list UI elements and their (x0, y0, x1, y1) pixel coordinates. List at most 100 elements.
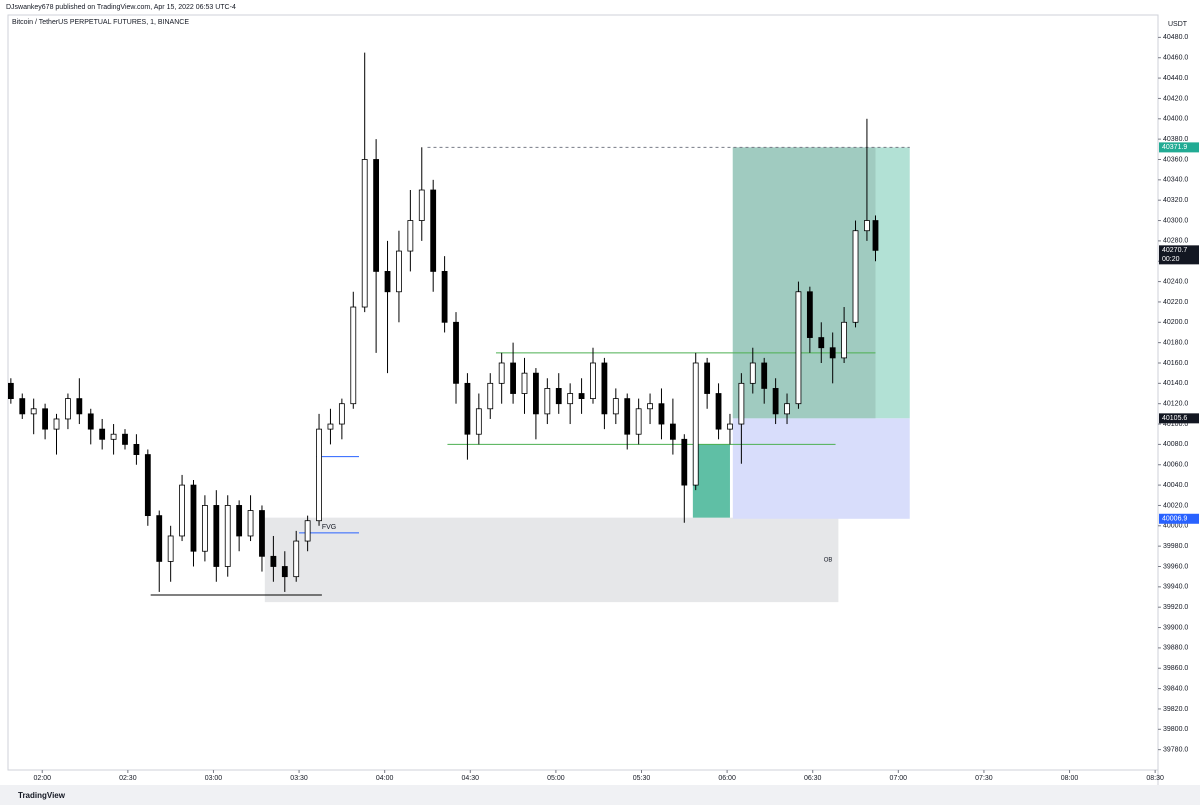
candle-body (453, 321, 459, 384)
y-tick-label: 39820.0 (1163, 706, 1188, 713)
candle-body (669, 423, 676, 440)
x-tick-label: 08:00 (1061, 775, 1079, 782)
candle-body (30, 408, 37, 415)
candle-body (624, 398, 631, 435)
candle-body (281, 566, 288, 578)
y-tick-label: 40140.0 (1163, 380, 1188, 387)
candle-body (872, 220, 879, 251)
candle-body (441, 271, 448, 323)
candle-body (704, 362, 711, 394)
candle-body (122, 433, 128, 445)
candle-body (578, 393, 585, 400)
candle-body (567, 393, 574, 405)
candle-body (430, 189, 437, 272)
candle-body (521, 372, 528, 394)
candle-body (133, 443, 140, 455)
candle-body (818, 337, 825, 349)
last-price-box (1159, 245, 1199, 265)
candle-body (167, 535, 174, 562)
candle-body (327, 423, 334, 430)
y-tick-label: 39980.0 (1163, 543, 1188, 550)
plot: OB FVG (8, 52, 910, 603)
candle-body (259, 510, 265, 557)
candle-body (418, 189, 425, 221)
candle-body (304, 520, 311, 542)
candle-body (749, 362, 756, 384)
candle-body (110, 433, 117, 440)
x-tick-label: 02:30 (119, 775, 137, 782)
candle-body (612, 398, 619, 415)
stop-price-box (1159, 513, 1199, 524)
y-tick-label: 39860.0 (1163, 665, 1188, 672)
countdown: 00:20 (1162, 256, 1180, 263)
x-tick-label: 06:00 (718, 775, 736, 782)
zone-label: OB (824, 557, 833, 563)
x-tick-label: 06:30 (804, 775, 822, 782)
y-tick-label: 39840.0 (1163, 685, 1188, 692)
candle-body (316, 428, 322, 522)
last-price: 40270.7 (1162, 247, 1187, 254)
candle-body (795, 291, 802, 405)
y-tick-label: 40420.0 (1163, 95, 1188, 102)
candle-body (464, 382, 471, 435)
y-tick-label: 39960.0 (1163, 563, 1188, 570)
candle-body (213, 505, 220, 567)
x-tick-label: 03:00 (205, 775, 223, 782)
candle-body (772, 388, 779, 415)
y-tick-label: 39920.0 (1163, 604, 1188, 611)
level-label: FVG (322, 524, 336, 531)
candle-body (510, 362, 516, 394)
candle-body (601, 362, 608, 415)
x-tick-label: 07:30 (975, 775, 993, 782)
candle-body (293, 540, 300, 578)
y-tick-label: 40000.0 (1163, 523, 1188, 530)
candle-body (338, 403, 345, 425)
candle-body (761, 362, 768, 389)
target-price: 40371.9 (1162, 144, 1187, 151)
candle-body (190, 484, 197, 552)
candle-body (179, 484, 185, 537)
y-tick-label: 40020.0 (1163, 502, 1188, 509)
candle-body (784, 403, 790, 415)
zone (264, 517, 839, 603)
candle-body (475, 408, 482, 435)
candle-body (715, 393, 722, 430)
candle-body (247, 510, 254, 537)
x-tick-label: 03:30 (290, 775, 308, 782)
candle-body (407, 220, 414, 252)
x-tick-label: 08:30 (1146, 775, 1164, 782)
x-tick-label: 07:00 (890, 775, 908, 782)
candle-body (396, 250, 402, 293)
candle-body (65, 398, 71, 420)
candle-body (829, 347, 836, 359)
candle-body (533, 372, 539, 415)
y-tick-label: 39940.0 (1163, 584, 1188, 591)
y-unit: USDT (1168, 21, 1188, 28)
candle-body (864, 220, 870, 232)
candle-body (738, 382, 745, 425)
y-tick-label: 40080.0 (1163, 441, 1188, 448)
candle-body (42, 408, 48, 430)
y-tick-label: 40120.0 (1163, 401, 1188, 408)
y-tick-label: 40400.0 (1163, 116, 1188, 123)
loss-zone (732, 418, 910, 519)
candle-body (224, 505, 231, 567)
profit-filled (732, 147, 876, 419)
candle-body (635, 408, 642, 435)
y-tick-label: 40200.0 (1163, 319, 1188, 326)
candle-body (201, 505, 208, 552)
y-tick-label: 40280.0 (1163, 238, 1188, 245)
y-tick-label: 39900.0 (1163, 624, 1188, 631)
candle-body (841, 321, 848, 359)
candle-body (384, 271, 391, 293)
candle-body (487, 382, 494, 410)
candle-body (806, 291, 813, 338)
stop-price: 40006.9 (1162, 516, 1187, 523)
y-tick-label: 39800.0 (1163, 726, 1188, 733)
candle-body (852, 230, 859, 323)
y-tick-label: 40040.0 (1163, 482, 1188, 489)
brand: TradingView (18, 791, 66, 800)
candle-body (590, 362, 596, 400)
y-tick-label: 40320.0 (1163, 197, 1188, 204)
